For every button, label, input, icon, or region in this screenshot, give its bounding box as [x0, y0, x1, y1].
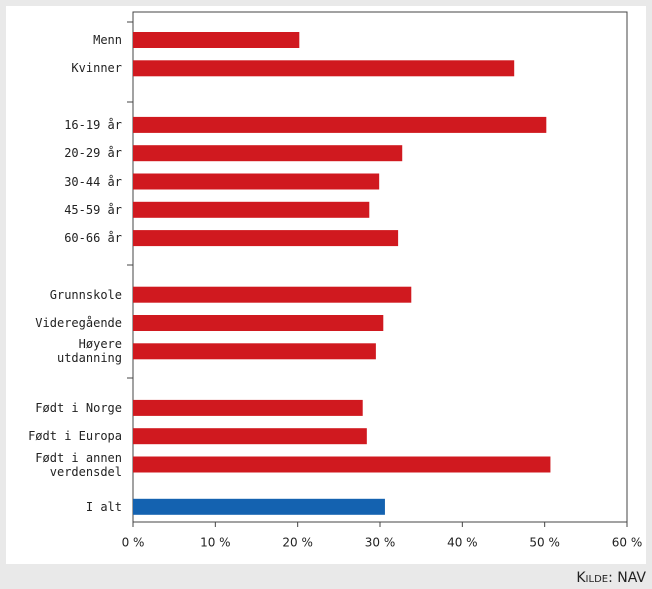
- bar: [133, 315, 384, 331]
- bar: [133, 201, 370, 218]
- bar: [133, 145, 403, 162]
- bar: [133, 230, 399, 247]
- y-tick-label: Menn: [93, 33, 122, 47]
- y-tick-label: Kvinner: [71, 61, 122, 76]
- x-tick-label: 50 %: [529, 536, 560, 550]
- y-tick-label: Født i Norge: [35, 400, 122, 415]
- x-tick-label: 30 %: [365, 536, 396, 550]
- y-tick-label: I alt: [85, 499, 122, 514]
- x-tick-label: 60 %: [612, 536, 643, 550]
- bar: [133, 428, 367, 445]
- y-tick-label: Født i annen verdensdel: [35, 450, 122, 479]
- bar: [133, 60, 515, 77]
- bar: [133, 286, 412, 303]
- bar: [133, 456, 551, 473]
- y-tick-label: 20-29 år: [64, 146, 122, 161]
- bar: [133, 399, 363, 416]
- source: Kilde: NAV: [576, 570, 646, 586]
- y-tick-label: 16-19 år: [64, 117, 122, 132]
- x-tick-label: 40 %: [447, 536, 478, 550]
- bar: [133, 116, 547, 133]
- bar: [133, 343, 376, 360]
- plot-frame: [132, 11, 628, 523]
- y-tick-label: Grunnskole: [49, 287, 122, 302]
- x-tick-label: 10 %: [200, 536, 231, 550]
- x-tick-label: 20 %: [282, 536, 313, 550]
- y-tick-label: Høyere utdanning: [56, 337, 122, 366]
- bar: [133, 173, 380, 190]
- x-tick-label: 0 %: [122, 536, 145, 550]
- y-tick-label: 30-44 år: [64, 174, 122, 189]
- y-tick-label: Født i Europa: [28, 429, 122, 444]
- y-tick-label: Videregående: [35, 316, 122, 330]
- y-tick-label: 45-59 år: [64, 202, 122, 217]
- bar: [133, 498, 385, 515]
- y-tick-label: 60-66 år: [64, 231, 122, 246]
- bar: [133, 32, 300, 48]
